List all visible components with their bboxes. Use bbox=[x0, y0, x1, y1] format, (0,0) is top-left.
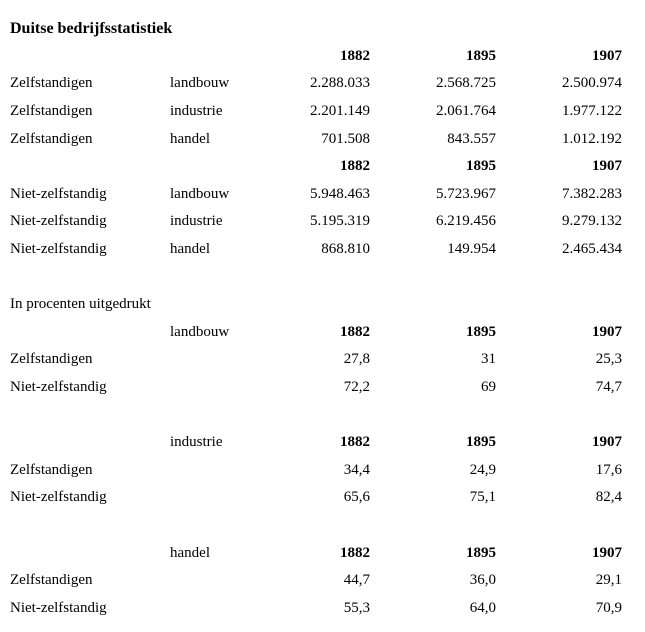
year-header-row: 1882 1895 1907 bbox=[10, 43, 645, 71]
row-label: Zelfstandigen bbox=[10, 572, 93, 589]
value-cell: 9.279.132 bbox=[562, 213, 622, 230]
year-header: 1907 bbox=[592, 434, 622, 451]
value-cell: 65,6 bbox=[343, 489, 370, 506]
row-label: Zelfstandigen bbox=[10, 75, 93, 92]
row-label: Niet-zelfstandig bbox=[10, 241, 107, 258]
row-label: Niet-zelfstandig bbox=[10, 379, 107, 396]
value-cell: 2.465.434 bbox=[562, 241, 622, 258]
year-header: 1895 bbox=[466, 544, 496, 561]
table-row: Niet-zelfstandig landbouw 5.948.463 5.72… bbox=[10, 181, 645, 209]
row-label: Zelfstandigen bbox=[10, 351, 93, 368]
value-cell: 5.195.319 bbox=[310, 213, 370, 230]
year-header: 1895 bbox=[466, 158, 496, 175]
section-header-row: landbouw 1882 1895 1907 bbox=[10, 319, 645, 347]
table-row: Zelfstandigen landbouw 2.288.033 2.568.7… bbox=[10, 70, 645, 98]
table-row: Niet-zelfstandig 55,3 64,0 70,9 bbox=[10, 594, 645, 622]
row-label: Niet-zelfstandig bbox=[10, 213, 107, 230]
year-header: 1907 bbox=[592, 158, 622, 175]
title-row: Duitse bedrijfsstatistiek bbox=[10, 15, 645, 43]
value-cell: 17,6 bbox=[595, 461, 622, 478]
sector-label: landbouw bbox=[170, 75, 230, 92]
year-header: 1882 bbox=[340, 544, 370, 561]
value-cell: 69 bbox=[481, 379, 496, 396]
value-cell: 24,9 bbox=[469, 461, 496, 478]
value-cell: 7.382.283 bbox=[562, 185, 622, 202]
sector-label: industrie bbox=[170, 103, 223, 120]
value-cell: 843.557 bbox=[447, 130, 496, 147]
row-label: Niet-zelfstandig bbox=[10, 489, 107, 506]
value-cell: 5.948.463 bbox=[310, 185, 370, 202]
spacer-row bbox=[10, 401, 645, 429]
sector-label: landbouw bbox=[170, 323, 230, 340]
spacer-row bbox=[10, 512, 645, 540]
sector-label: industrie bbox=[170, 213, 223, 230]
year-header: 1882 bbox=[340, 47, 370, 64]
value-cell: 701.508 bbox=[321, 130, 370, 147]
table-row: Zelfstandigen 27,8 31 25,3 bbox=[10, 346, 645, 374]
year-header: 1895 bbox=[466, 434, 496, 451]
year-header: 1895 bbox=[466, 47, 496, 64]
value-cell: 36,0 bbox=[469, 572, 496, 589]
section-header-row: industrie 1882 1895 1907 bbox=[10, 429, 645, 457]
sector-label: landbouw bbox=[170, 185, 230, 202]
year-header-row: 1882 1895 1907 bbox=[10, 153, 645, 181]
value-cell: 25,3 bbox=[595, 351, 622, 368]
table-row: Niet-zelfstandig 65,6 75,1 82,4 bbox=[10, 484, 645, 512]
table-row: Zelfstandigen industrie 2.201.149 2.061.… bbox=[10, 98, 645, 126]
row-label: Niet-zelfstandig bbox=[10, 599, 107, 616]
value-cell: 2.061.764 bbox=[436, 103, 496, 120]
sector-label: handel bbox=[170, 544, 210, 561]
value-cell: 82,4 bbox=[595, 489, 622, 506]
value-cell: 55,3 bbox=[343, 599, 370, 616]
value-cell: 75,1 bbox=[469, 489, 496, 506]
value-cell: 64,0 bbox=[469, 599, 496, 616]
percent-heading: In procenten uitgedrukt bbox=[10, 296, 151, 313]
percent-heading-row: In procenten uitgedrukt bbox=[10, 291, 645, 319]
value-cell: 31 bbox=[481, 351, 496, 368]
value-cell: 2.500.974 bbox=[562, 75, 622, 92]
year-header: 1882 bbox=[340, 158, 370, 175]
section-header-row: handel 1882 1895 1907 bbox=[10, 539, 645, 567]
year-header: 1895 bbox=[466, 323, 496, 340]
value-cell: 2.568.725 bbox=[436, 75, 496, 92]
value-cell: 70,9 bbox=[595, 599, 622, 616]
year-header: 1907 bbox=[592, 323, 622, 340]
value-cell: 74,7 bbox=[595, 379, 622, 396]
year-header: 1907 bbox=[592, 47, 622, 64]
table-row: Niet-zelfstandig 72,2 69 74,7 bbox=[10, 374, 645, 402]
value-cell: 2.288.033 bbox=[310, 75, 370, 92]
value-cell: 2.201.149 bbox=[310, 103, 370, 120]
table-row: Zelfstandigen handel 701.508 843.557 1.0… bbox=[10, 125, 645, 153]
table-row: Niet-zelfstandig industrie 5.195.319 6.2… bbox=[10, 208, 645, 236]
value-cell: 6.219.456 bbox=[436, 213, 496, 230]
value-cell: 149.954 bbox=[447, 241, 496, 258]
year-header: 1882 bbox=[340, 434, 370, 451]
table-row: Zelfstandigen 44,7 36,0 29,1 bbox=[10, 567, 645, 595]
row-label: Zelfstandigen bbox=[10, 103, 93, 120]
row-label: Niet-zelfstandig bbox=[10, 185, 107, 202]
row-label: Zelfstandigen bbox=[10, 461, 93, 478]
value-cell: 44,7 bbox=[343, 572, 370, 589]
value-cell: 34,4 bbox=[343, 461, 370, 478]
sector-label: handel bbox=[170, 241, 210, 258]
sector-label: industrie bbox=[170, 434, 223, 451]
spacer-row bbox=[10, 263, 645, 291]
value-cell: 5.723.967 bbox=[436, 185, 496, 202]
table-row: Niet-zelfstandig handel 868.810 149.954 … bbox=[10, 236, 645, 264]
value-cell: 1.012.192 bbox=[562, 130, 622, 147]
sector-label: handel bbox=[170, 130, 210, 147]
value-cell: 29,1 bbox=[595, 572, 622, 589]
year-header: 1907 bbox=[592, 544, 622, 561]
row-label: Zelfstandigen bbox=[10, 130, 93, 147]
year-header: 1882 bbox=[340, 323, 370, 340]
table-row: Zelfstandigen 34,4 24,9 17,6 bbox=[10, 457, 645, 485]
document-title: Duitse bedrijfsstatistiek bbox=[10, 19, 173, 37]
value-cell: 72,2 bbox=[343, 379, 370, 396]
value-cell: 868.810 bbox=[321, 241, 370, 258]
value-cell: 1.977.122 bbox=[562, 103, 622, 120]
value-cell: 27,8 bbox=[343, 351, 370, 368]
